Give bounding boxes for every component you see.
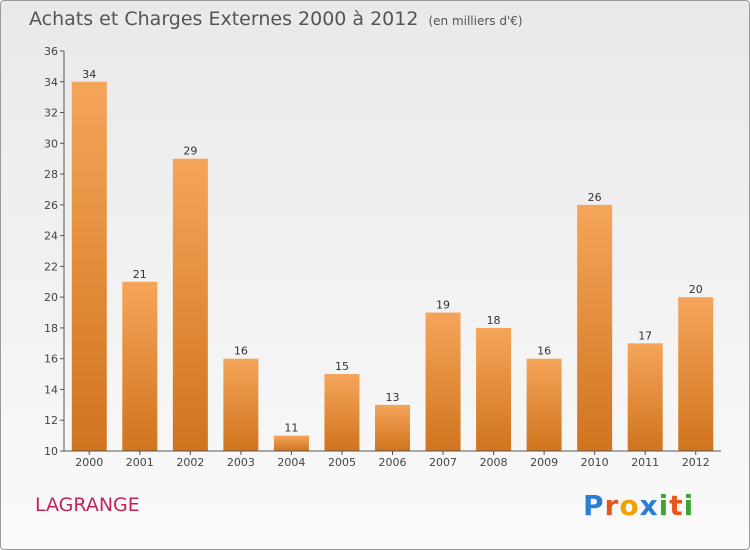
- bar-2001: [122, 281, 158, 451]
- data-label-2004: 11: [284, 422, 298, 435]
- logo-letter: i: [683, 489, 695, 522]
- bar-2012: [678, 297, 714, 451]
- x-tick-label: 2004: [277, 456, 305, 469]
- proxiti-logo: Proxiti: [583, 489, 694, 522]
- x-tick-label: 2005: [328, 456, 356, 469]
- data-label-2010: 26: [588, 191, 602, 204]
- bar-2000: [71, 81, 107, 452]
- data-label-2008: 18: [487, 314, 501, 327]
- x-tick-label: 2006: [379, 456, 407, 469]
- y-tick-label: 16: [44, 353, 58, 366]
- bar-2008: [476, 327, 512, 451]
- x-tick-label: 2002: [176, 456, 204, 469]
- x-tick-label: 2008: [480, 456, 508, 469]
- data-label-2002: 29: [183, 145, 197, 158]
- data-label-2011: 17: [638, 329, 652, 342]
- x-tick-label: 2000: [75, 456, 103, 469]
- bar-2011: [627, 343, 663, 451]
- y-tick-label: 12: [44, 414, 58, 427]
- logo-letter: t: [669, 489, 684, 522]
- data-label-2006: 13: [386, 391, 400, 404]
- chart-subtitle: (en milliers d'€): [428, 14, 523, 28]
- region-name: LAGRANGE: [35, 494, 140, 516]
- x-tick-label: 2007: [429, 456, 457, 469]
- x-tick-label: 2011: [631, 456, 659, 469]
- data-label-2003: 16: [234, 345, 248, 358]
- y-tick-label: 10: [44, 445, 58, 458]
- x-tick-label: 2010: [581, 456, 609, 469]
- data-label-2000: 34: [82, 68, 96, 81]
- y-tick-label: 18: [44, 322, 58, 335]
- y-tick-label: 24: [44, 230, 58, 243]
- bars: [71, 81, 714, 452]
- chart-title-block: Achats et Charges Externes 2000 à 2012 (e…: [29, 8, 523, 30]
- chart-title: Achats et Charges Externes 2000 à 2012: [29, 8, 419, 30]
- bar-2010: [577, 204, 613, 451]
- data-label-2012: 20: [689, 283, 703, 296]
- data-label-2001: 21: [133, 268, 147, 281]
- logo-letter: r: [604, 489, 620, 522]
- data-labels: 34 21 29 16 11 15 13 19 18 16 26 17 20: [82, 68, 702, 435]
- y-tick-label: 36: [44, 45, 58, 58]
- bar-2007: [425, 312, 461, 451]
- y-tick-label: 32: [44, 107, 58, 120]
- data-label-2005: 15: [335, 360, 349, 373]
- logo-letter: x: [639, 489, 659, 522]
- x-tick-label: 2001: [126, 456, 154, 469]
- bar-2009: [526, 358, 562, 451]
- y-tick-label: 30: [44, 137, 58, 150]
- bar-2005: [324, 374, 360, 451]
- y-axis: 10 12 14 16 18 20 22 24 26 28 30 32 34 36: [44, 45, 65, 458]
- y-tick-label: 26: [44, 199, 58, 212]
- bar-2006: [375, 404, 410, 451]
- logo-letter: i: [658, 489, 670, 522]
- x-tick-label: 2012: [682, 456, 710, 469]
- x-tick-label: 2003: [227, 456, 255, 469]
- bar-2003: [223, 358, 259, 451]
- y-tick-label: 22: [44, 260, 58, 273]
- data-label-2009: 16: [537, 345, 551, 358]
- logo-letter: o: [619, 489, 640, 522]
- y-tick-label: 14: [44, 383, 58, 396]
- data-label-2007: 19: [436, 299, 450, 312]
- bar-2002: [172, 158, 208, 451]
- logo-letter: P: [583, 489, 605, 522]
- x-tick-label: 2009: [530, 456, 558, 469]
- y-tick-label: 20: [44, 291, 58, 304]
- y-tick-label: 34: [44, 76, 58, 89]
- y-tick-label: 28: [44, 168, 58, 181]
- x-axis: 2000 2001 2002 2003 2004 2005 2006 2007 2008 2009…: [64, 450, 721, 469]
- bar-2004: [273, 435, 309, 451]
